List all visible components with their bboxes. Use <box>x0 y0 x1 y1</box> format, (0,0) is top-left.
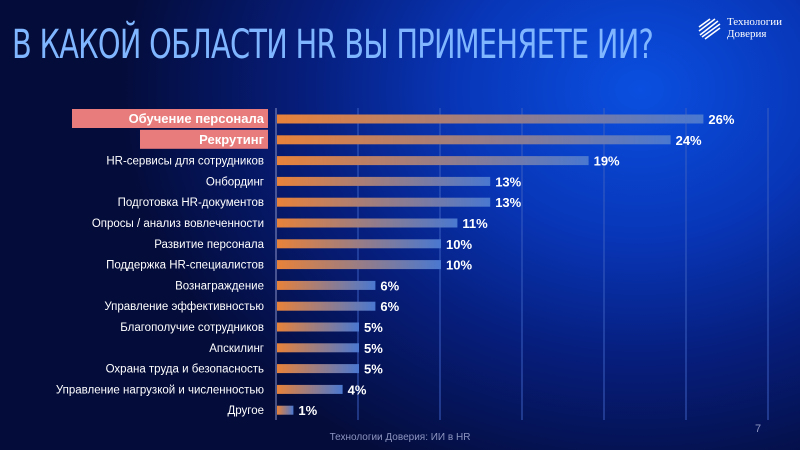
value-label: 10% <box>446 237 472 252</box>
category-highlight <box>140 129 268 149</box>
category-label: Управление нагрузкой и численностью <box>56 384 265 396</box>
logo-globe-icon <box>698 18 721 40</box>
logo-text-1: Технологии <box>727 16 783 28</box>
logo-text-2: Доверия <box>727 28 767 40</box>
category-label: Охрана труда и безопасность <box>106 364 264 376</box>
category-label: Опросы / анализ вовлеченности <box>92 218 264 230</box>
value-label: 5% <box>364 320 383 335</box>
bar <box>277 218 458 228</box>
value-label: 4% <box>348 382 367 397</box>
category-label: Другое <box>227 405 264 417</box>
value-label: 24% <box>676 133 702 148</box>
value-label: 6% <box>380 299 399 314</box>
value-label: 11% <box>462 216 488 231</box>
bar <box>277 156 589 166</box>
bar <box>277 364 359 374</box>
value-label: 13% <box>495 174 521 189</box>
category-label: Апскилинг <box>209 343 264 355</box>
category-label: Управление эффективностью <box>104 301 264 313</box>
category-label: HR-сервисы для сотрудников <box>106 156 264 168</box>
category-label: Благополучие сотрудников <box>120 322 264 334</box>
bar <box>277 343 359 353</box>
value-label: 10% <box>446 258 472 273</box>
category-label: Вознаграждение <box>175 280 264 292</box>
category-label: Обучение персонала <box>129 111 265 126</box>
bar <box>277 114 704 124</box>
category-label: Развитие персонала <box>154 239 264 251</box>
bar <box>277 301 376 311</box>
page-title: В КАКОЙ ОБЛАСТИ HR ВЫ ПРИМЕНЯЕТЕ ИИ? <box>12 22 654 68</box>
footer-text: Технологии Доверия: ИИ в HR <box>329 432 471 443</box>
value-label: 6% <box>380 278 399 293</box>
category-label: Рекрутинг <box>199 132 264 147</box>
bar <box>277 260 441 270</box>
category-label: Подготовка HR-документов <box>118 197 264 209</box>
value-label: 1% <box>298 403 317 418</box>
category-highlight <box>72 109 268 128</box>
bar <box>277 176 491 186</box>
bar <box>277 405 294 415</box>
bar <box>277 384 343 394</box>
bar <box>277 135 671 145</box>
category-label: Поддержка HR-специалистов <box>106 260 264 272</box>
bar <box>277 280 376 290</box>
bar <box>277 322 359 332</box>
logo: Технологии Доверия <box>696 15 782 41</box>
value-label: 13% <box>495 195 521 210</box>
bar <box>277 197 491 207</box>
value-label: 26% <box>708 112 734 127</box>
bar <box>277 239 441 249</box>
value-label: 19% <box>594 154 620 169</box>
value-label: 5% <box>364 341 383 356</box>
category-label: Онбординг <box>206 176 264 188</box>
page-number: 7 <box>755 423 762 435</box>
value-label: 5% <box>364 362 383 377</box>
